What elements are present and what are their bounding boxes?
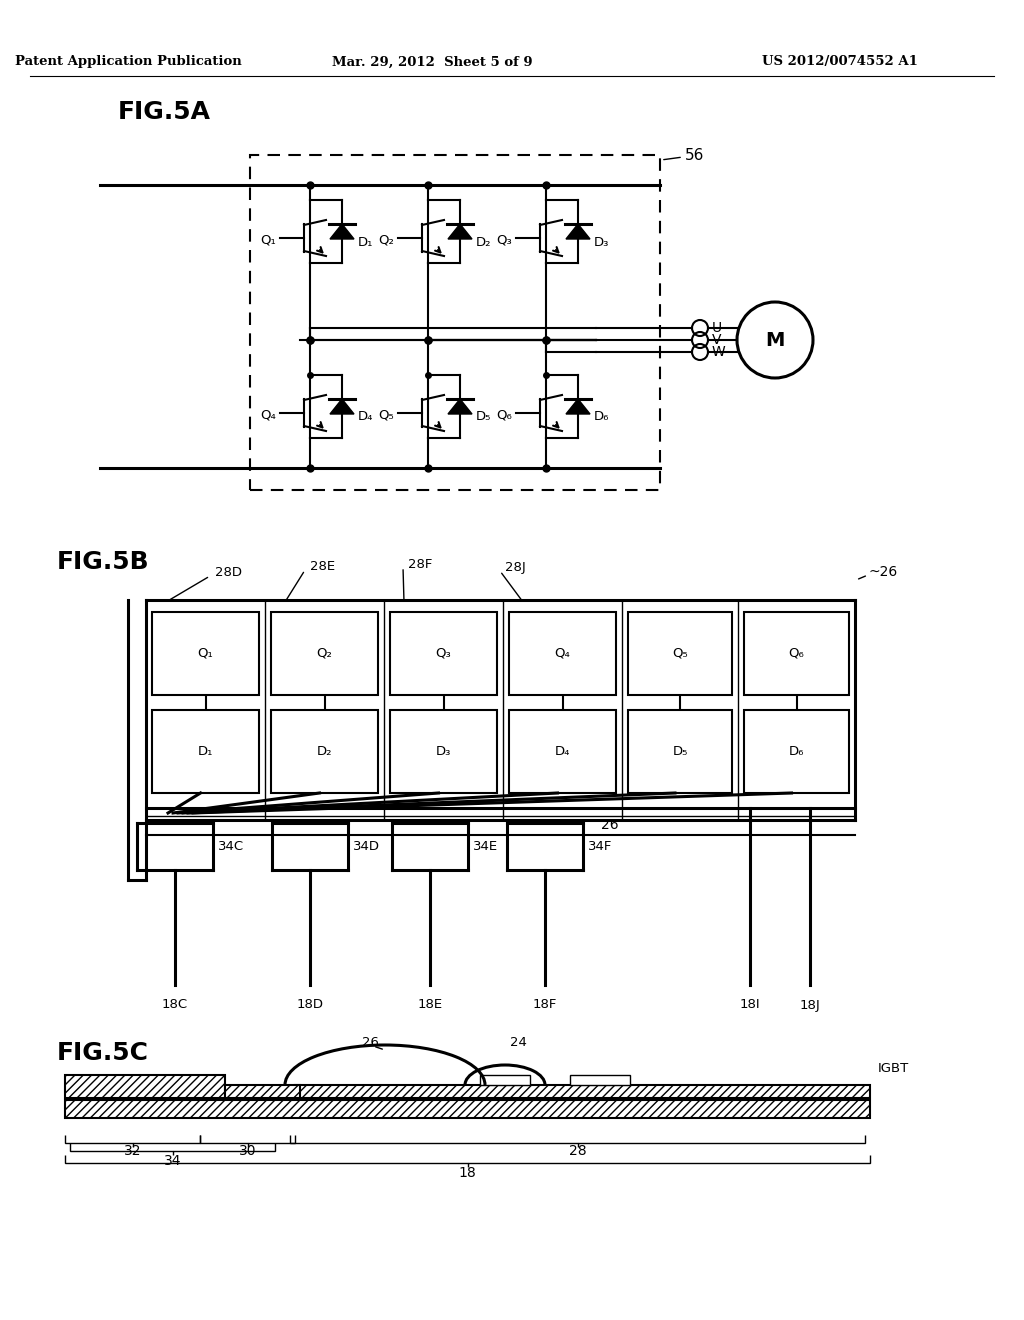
- Text: 34E: 34E: [473, 840, 498, 853]
- Text: D₁: D₁: [198, 744, 213, 758]
- Text: 56: 56: [685, 148, 705, 162]
- Text: FIG.5C: FIG.5C: [57, 1041, 150, 1065]
- Text: 30: 30: [239, 1144, 256, 1158]
- Text: 18E: 18E: [418, 998, 442, 1011]
- Text: 28D: 28D: [215, 566, 242, 579]
- Text: Q₅: Q₅: [378, 408, 394, 421]
- Bar: [271, 710, 378, 793]
- Bar: [509, 612, 616, 696]
- Bar: [250, 154, 660, 490]
- Text: D₃: D₃: [436, 744, 452, 758]
- Text: D₆: D₆: [594, 411, 609, 424]
- Polygon shape: [330, 224, 354, 239]
- Text: W: W: [712, 345, 726, 359]
- Text: 28J: 28J: [505, 561, 525, 574]
- Polygon shape: [449, 224, 472, 239]
- Text: 18C: 18C: [162, 998, 188, 1011]
- Text: Q₁: Q₁: [198, 647, 213, 660]
- Text: D₅: D₅: [476, 411, 492, 424]
- Text: Q₄: Q₄: [555, 647, 570, 660]
- Bar: [480, 1074, 530, 1085]
- Text: FIG.5A: FIG.5A: [118, 100, 211, 124]
- Text: Patent Application Publication: Patent Application Publication: [14, 55, 242, 69]
- Text: Q₂: Q₂: [316, 647, 333, 660]
- Polygon shape: [449, 399, 472, 414]
- Text: D₅: D₅: [673, 744, 688, 758]
- Text: Q₂: Q₂: [378, 234, 394, 247]
- Text: D₆: D₆: [788, 744, 804, 758]
- Text: Q₅: Q₅: [672, 647, 688, 660]
- Text: 34D: 34D: [353, 840, 380, 853]
- Bar: [628, 710, 732, 793]
- Text: Q₆: Q₆: [496, 408, 512, 421]
- Bar: [295, 1085, 870, 1098]
- Text: 18F: 18F: [532, 998, 557, 1011]
- Text: 34: 34: [164, 1154, 181, 1168]
- Bar: [65, 1100, 870, 1118]
- Text: 32: 32: [124, 1144, 141, 1158]
- Polygon shape: [566, 399, 590, 414]
- Text: 18D: 18D: [297, 998, 324, 1011]
- Text: D₄: D₄: [358, 411, 374, 424]
- Text: 28F: 28F: [408, 557, 432, 570]
- Text: 24: 24: [510, 1035, 527, 1048]
- Text: 28E: 28E: [310, 561, 335, 573]
- Text: M: M: [765, 330, 784, 350]
- Bar: [390, 612, 497, 696]
- Bar: [628, 612, 732, 696]
- Bar: [271, 612, 378, 696]
- Bar: [65, 1074, 225, 1098]
- Text: Q₄: Q₄: [260, 408, 275, 421]
- Text: 34F: 34F: [588, 840, 612, 853]
- Bar: [390, 710, 497, 793]
- Text: 34C: 34C: [218, 840, 244, 853]
- Text: D₂: D₂: [476, 235, 492, 248]
- Text: Q₁: Q₁: [260, 234, 275, 247]
- Bar: [744, 612, 849, 696]
- Bar: [570, 1074, 630, 1085]
- Bar: [152, 612, 259, 696]
- Text: ~26: ~26: [868, 565, 897, 579]
- Text: D₃: D₃: [594, 235, 609, 248]
- Text: Q₃: Q₃: [496, 234, 512, 247]
- Polygon shape: [566, 224, 590, 239]
- Text: 18J: 18J: [800, 998, 820, 1011]
- Text: D₄: D₄: [555, 744, 570, 758]
- Text: Q₃: Q₃: [435, 647, 452, 660]
- Text: 18I: 18I: [739, 998, 760, 1011]
- Polygon shape: [330, 399, 354, 414]
- Text: 18: 18: [459, 1166, 476, 1180]
- Text: 26: 26: [361, 1035, 379, 1048]
- Text: IGBT: IGBT: [878, 1061, 909, 1074]
- Text: Q₆: Q₆: [788, 647, 805, 660]
- Bar: [152, 710, 259, 793]
- Bar: [744, 710, 849, 793]
- Text: Mar. 29, 2012  Sheet 5 of 9: Mar. 29, 2012 Sheet 5 of 9: [332, 55, 532, 69]
- Text: V: V: [712, 333, 722, 347]
- Text: D₁: D₁: [358, 235, 374, 248]
- Text: 26: 26: [601, 818, 618, 832]
- Text: US 2012/0074552 A1: US 2012/0074552 A1: [762, 55, 918, 69]
- Bar: [225, 1085, 300, 1098]
- Text: 28: 28: [568, 1144, 587, 1158]
- Text: FIG.5B: FIG.5B: [57, 550, 150, 574]
- Bar: [509, 710, 616, 793]
- Text: D₂: D₂: [316, 744, 332, 758]
- Text: U: U: [712, 321, 722, 335]
